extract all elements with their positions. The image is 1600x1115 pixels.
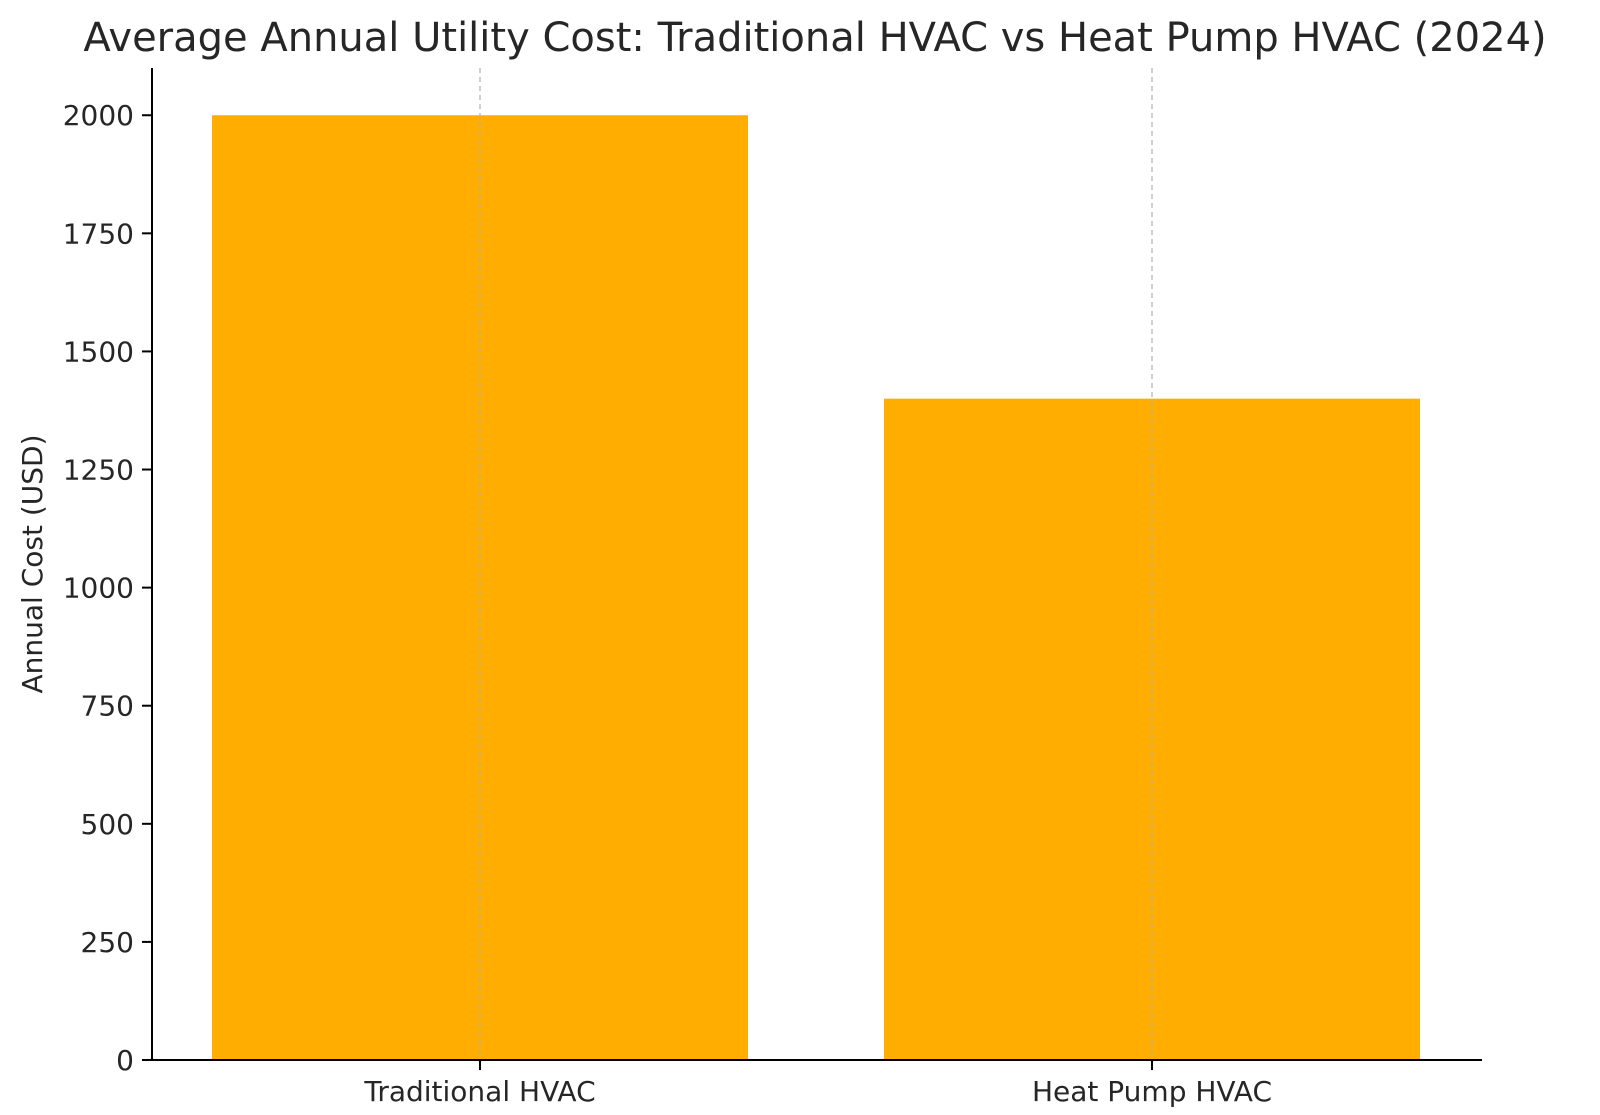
- grid-lines: [479, 68, 1153, 1060]
- x-tick-label-1: Heat Pump HVAC: [1032, 1075, 1272, 1108]
- y-axis-label: Annual Cost (USD): [16, 434, 49, 693]
- y-tick-label-7: 1750: [63, 217, 134, 250]
- x-ticks: Traditional HVAC Heat Pump HVAC: [363, 1060, 1272, 1108]
- y-tick-label-5: 1250: [63, 454, 134, 487]
- y-tick-label-3: 750: [81, 690, 134, 723]
- y-tick-label-1: 250: [81, 926, 134, 959]
- y-tick-label-6: 1500: [63, 335, 134, 368]
- y-tick-label-0: 0: [116, 1044, 134, 1077]
- y-tick-label-2: 500: [81, 808, 134, 841]
- x-tick-label-0: Traditional HVAC: [363, 1075, 595, 1108]
- y-tick-label-4: 1000: [63, 572, 134, 605]
- y-ticks: 0 250 500 750 1000 1250 1500 1750 2000: [63, 99, 152, 1077]
- bar-0: [212, 115, 748, 1060]
- chart-title: Average Annual Utility Cost: Traditional…: [83, 15, 1546, 61]
- bars: [212, 115, 1420, 1061]
- y-tick-label-8: 2000: [63, 99, 134, 132]
